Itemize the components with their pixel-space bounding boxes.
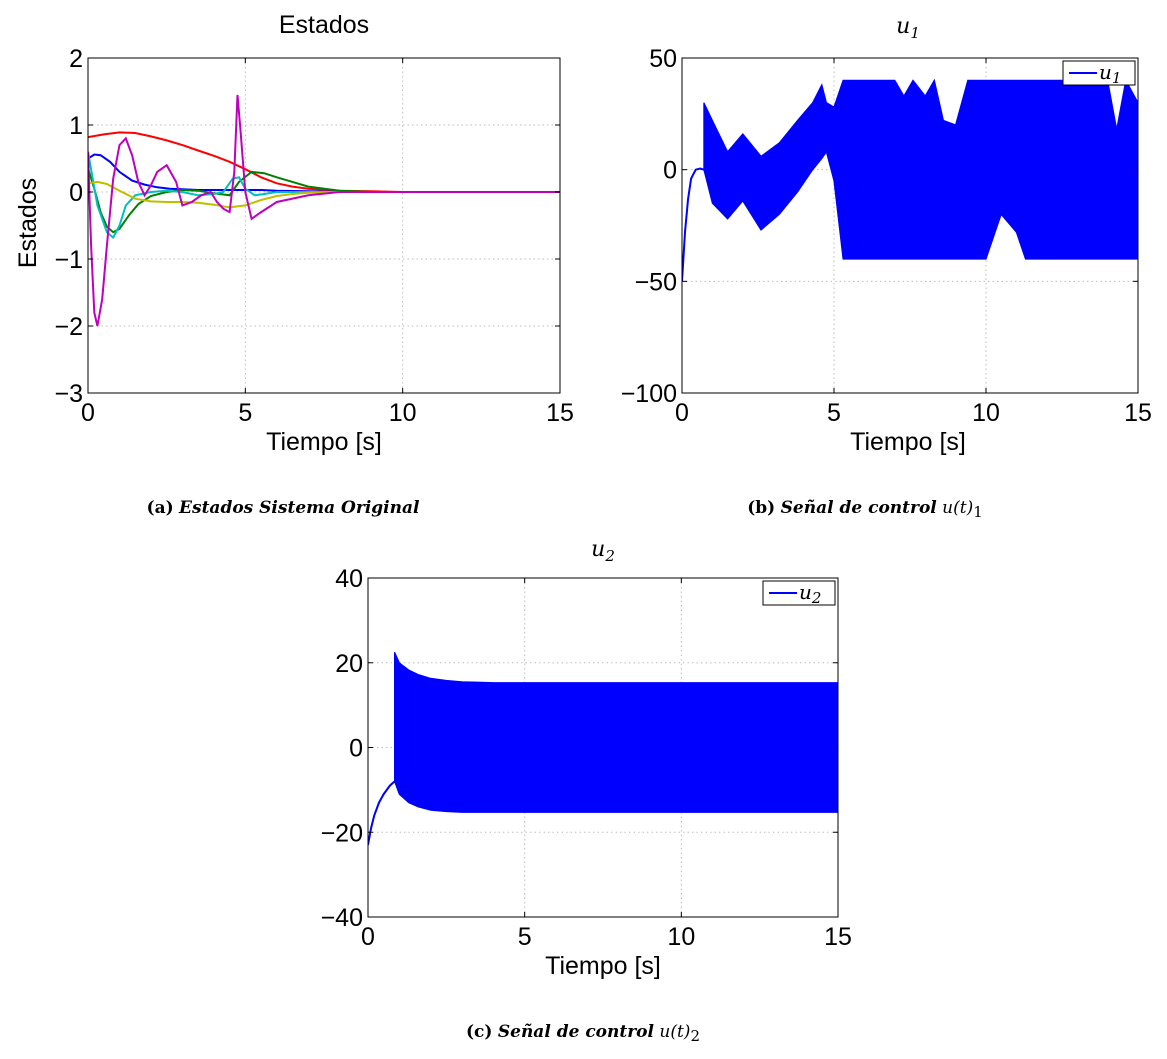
x-tick-label-a: 0 [81,399,95,427]
caption-b: (b) Señal de control u(t)1 [747,498,983,521]
caption-b-tag: (b) [747,498,775,518]
x-tick-label-c: 15 [824,923,852,951]
y-tick-label-b: −100 [621,380,677,408]
y-tick-label-b: 50 [649,45,677,73]
axes-box-b [681,57,1139,394]
panel-c: u2 Tiempo [s] (c) Señal de control u(t)2… [321,537,852,1045]
chart-title-a: Estados [279,11,369,39]
x-tick-label-b: 15 [1124,399,1152,427]
y-tick-label-c: 0 [349,735,363,763]
x-tick-label-b: 10 [972,399,1000,427]
x-tick-label-a: 10 [389,399,417,427]
series-band-b-1 [703,78,1138,260]
caption-a: (a) Estados Sistema Original [147,498,420,518]
series-group-b [682,78,1138,282]
x-axis-label-a: Tiempo [s] [266,428,382,456]
y-tick-label-c: 40 [335,565,363,593]
caption-b-sub: 1 [973,503,983,521]
panel-b: u1 Tiempo [s] (b) Señal de control u(t)1… [621,14,1152,521]
caption-c-math: u(t) [659,1022,690,1042]
caption-c-tag: (c) [466,1022,492,1042]
y-tick-label-a: 1 [69,112,83,140]
axes-box-a [87,57,561,394]
caption-c-text: Señal de control [498,1022,655,1042]
y-axis-label-a: Estados [14,178,42,268]
y-tick-label-a: 2 [69,45,83,73]
chart-title-b: u1 [896,14,920,42]
x-tick-label-c: 0 [361,923,375,951]
x-tick-label-a: 5 [238,399,252,427]
y-tick-label-a: −2 [54,313,83,341]
series-group-a [88,94,560,327]
caption-b-text: Señal de control [781,498,938,518]
caption-a-text: Estados Sistema Original [178,498,420,518]
y-tick-label-a: 0 [69,179,83,207]
y-tick-label-b: −50 [635,268,677,296]
y-tick-label-a: −3 [54,380,83,408]
x-axis-label-c: Tiempo [s] [545,952,661,980]
x-tick-label-a: 15 [546,399,574,427]
y-tick-label-c: −20 [321,819,363,847]
series-band-c-1 [394,651,838,813]
series-group-c [368,651,838,846]
caption-a-tag: (a) [147,498,174,518]
x-tick-label-c: 5 [518,923,532,951]
caption-c-sub: 2 [690,1027,700,1045]
y-tick-label-a: −1 [54,246,83,274]
y-tick-label-b: 0 [663,157,677,185]
legend-label-c: u2 [799,580,821,607]
legend-label-b: u1 [1099,60,1121,87]
plot-area-a [88,58,560,393]
y-tick-label-c: −40 [321,904,363,932]
panel-a: Estados Estados Tiempo [s] (a) Estados S… [14,11,574,518]
series-line-b-0 [682,167,705,282]
x-tick-label-c: 10 [667,923,695,951]
series-line-c-0 [368,780,396,846]
y-tick-label-c: 20 [335,650,363,678]
x-axis-label-b: Tiempo [s] [850,428,966,456]
x-tick-label-b: 5 [827,399,841,427]
caption-b-math: u(t) [942,498,973,518]
caption-c: (c) Señal de control u(t)2 [466,1022,700,1045]
x-tick-label-b: 0 [675,399,689,427]
chart-title-c: u2 [591,537,615,565]
series-line-a-5 [88,94,560,327]
